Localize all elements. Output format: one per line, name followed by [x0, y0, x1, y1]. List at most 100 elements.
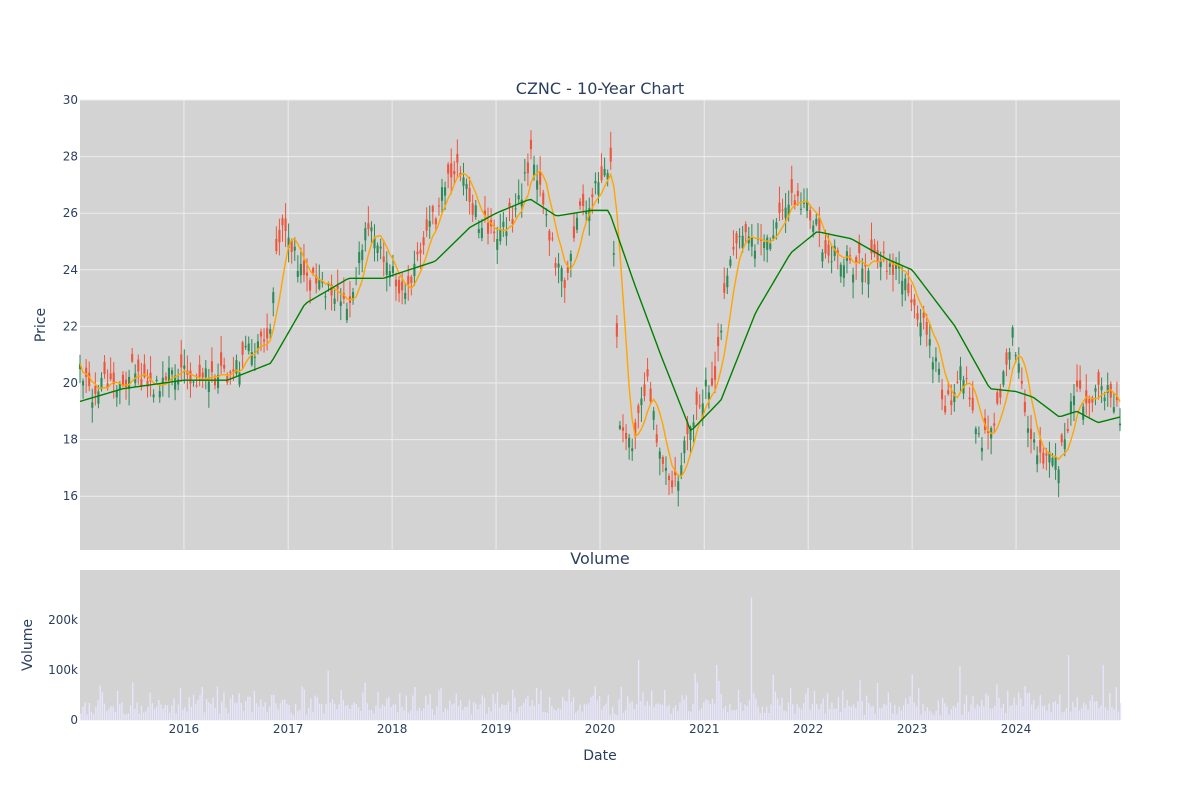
date-tick-label: 2018 [377, 722, 408, 736]
volume-bar [1080, 708, 1083, 720]
volume-bar [373, 713, 375, 720]
price-candle [1088, 395, 1091, 417]
volume-bar [763, 712, 766, 720]
volume-bar [299, 709, 301, 720]
volume-bar [316, 697, 318, 720]
volume-bar [562, 696, 564, 720]
volume-bar [829, 708, 831, 720]
volume-bar [898, 706, 900, 720]
volume-bar [787, 702, 790, 720]
volume-bar [861, 700, 863, 720]
volume-bar [946, 706, 948, 720]
price-candle [118, 381, 121, 405]
price-candle [336, 269, 339, 302]
price-candle [217, 363, 220, 394]
volume-bar [123, 713, 125, 720]
volume-bar [425, 695, 427, 720]
volume-bar [327, 670, 329, 720]
volume-bar [748, 700, 751, 720]
volume-bar [171, 705, 173, 720]
price-candle [658, 447, 661, 476]
volume-y-ticks: 0 100k 200k [48, 613, 78, 727]
volume-bar [147, 706, 149, 720]
volume-bar [813, 690, 816, 720]
price-candle [931, 356, 934, 384]
volume-bar [101, 692, 104, 720]
volume-bar [531, 699, 533, 720]
volume-bar [212, 697, 214, 720]
volume-bar [750, 597, 753, 720]
price-candle [858, 234, 861, 264]
price-panel: 16 18 20 22 24 26 28 30 CZNC - 10-Year Chart Pr… [33, 79, 1122, 721]
price-candle [382, 239, 385, 277]
volume-bar [1009, 706, 1011, 720]
volume-bar [792, 704, 794, 720]
volume-bar [334, 703, 336, 720]
volume-bar [837, 697, 840, 720]
volume-bar [978, 706, 981, 720]
volume-bar [1087, 709, 1089, 720]
price-candle [453, 161, 456, 185]
volume-bar [236, 703, 238, 720]
price-candle [987, 415, 990, 450]
volume-bar [783, 710, 785, 720]
volume-bar [321, 704, 323, 720]
volume-bar [394, 704, 397, 720]
volume-bar [915, 706, 918, 720]
price-candle [486, 207, 490, 245]
price-candle [744, 221, 747, 245]
volume-bar [436, 706, 438, 720]
price-candle [698, 394, 701, 409]
price-candle [781, 198, 784, 220]
volume-bar [785, 711, 787, 720]
volume-bar [885, 705, 887, 720]
volume-bar [718, 680, 720, 720]
price-candle [419, 242, 422, 270]
volume-bar [197, 699, 199, 720]
volume-bar [401, 706, 403, 720]
volume-bar [355, 704, 358, 720]
price-candle [290, 238, 293, 264]
volume-bar [772, 675, 774, 720]
volume-bar [288, 704, 290, 720]
price-candle [904, 273, 907, 301]
price-candle [778, 186, 781, 221]
volume-bar [607, 694, 609, 720]
volume-bar [755, 698, 757, 720]
volume-bar [803, 703, 805, 720]
price-candle [376, 242, 379, 262]
volume-bar [158, 699, 160, 720]
volume-bar [1093, 701, 1096, 720]
volume-bar [357, 707, 360, 720]
volume-bar [1091, 695, 1094, 720]
volume-bar [551, 705, 553, 720]
volume-bar [822, 698, 824, 720]
volume-bar [258, 706, 260, 720]
volume-bar [972, 696, 974, 720]
volume-bar [479, 704, 481, 720]
price-candle [753, 244, 756, 268]
volume-tick-label: 0 [70, 713, 78, 727]
price-candle [683, 436, 686, 464]
price-candle [410, 274, 413, 296]
price-candle [364, 222, 367, 252]
volume-bar [950, 709, 952, 720]
price-candle [539, 156, 542, 197]
volume-bar [529, 706, 531, 720]
volume-bar [453, 703, 455, 720]
volume-bar [1109, 692, 1111, 720]
price-candle [474, 199, 477, 220]
volume-bar [520, 705, 523, 720]
volume-bar [820, 703, 822, 720]
price-candle [996, 390, 999, 406]
volume-bar [900, 710, 903, 720]
volume-bar [911, 674, 913, 720]
volume-bar [1057, 704, 1059, 720]
price-candle [85, 359, 88, 393]
volume-bar [835, 708, 837, 720]
price-candle [241, 340, 244, 370]
volume-bar [271, 695, 273, 720]
volume-bar [199, 695, 201, 720]
volume-bar [572, 697, 575, 720]
volume-bar [848, 705, 850, 720]
